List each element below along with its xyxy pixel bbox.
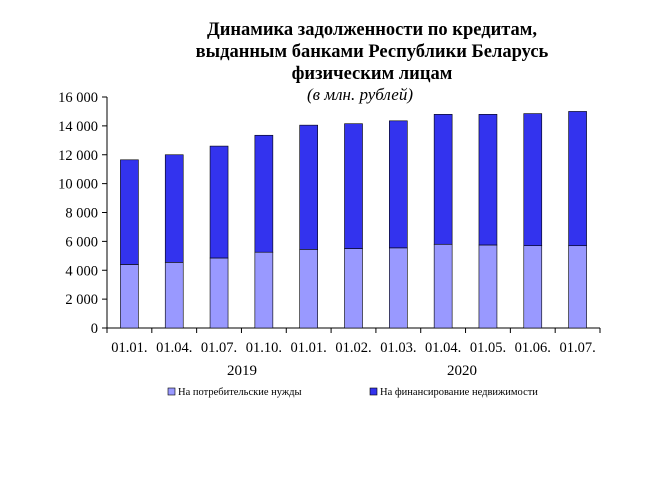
bar-consumer bbox=[389, 247, 408, 329]
legend-label-consumer: На потребительские нужды bbox=[178, 387, 302, 398]
bar-consumer bbox=[254, 251, 274, 329]
bar-realestate bbox=[164, 154, 184, 263]
x-tick-label: 01.01. bbox=[111, 340, 147, 356]
y-tick-label: 10 000 bbox=[58, 177, 98, 193]
chart-title-line-3: физическим лицам bbox=[292, 64, 453, 84]
bar-realestate bbox=[433, 114, 453, 245]
x-tick-label: 01.02. bbox=[335, 340, 371, 356]
year-label-2019: 2019 bbox=[227, 363, 257, 379]
bar-realestate bbox=[523, 113, 543, 247]
bar-realestate bbox=[389, 120, 408, 249]
bar-realestate bbox=[344, 123, 363, 249]
bar-consumer bbox=[523, 245, 543, 329]
y-tick-label: 4 000 bbox=[65, 263, 98, 279]
bar-consumer bbox=[209, 257, 229, 329]
bar-consumer bbox=[164, 262, 184, 329]
chart-title-line-2: выданным банками Республики Беларусь bbox=[196, 42, 549, 62]
legend: На потребительские нужды На финансирован… bbox=[167, 387, 538, 398]
bar-realestate bbox=[254, 134, 274, 253]
bar-realestate bbox=[120, 159, 139, 265]
chart-title-line-1: Динамика задолженности по кредитам, bbox=[207, 20, 537, 40]
x-tick-label: 01.04. bbox=[425, 340, 461, 356]
x-tick-label: 01.06. bbox=[515, 340, 551, 356]
bar-realestate bbox=[209, 145, 229, 259]
bar-realestate bbox=[478, 114, 498, 246]
chart-subtitle: (в млн. рублей) bbox=[307, 85, 413, 104]
y-tick-label: 14 000 bbox=[58, 119, 98, 135]
x-tick-label: 01.07. bbox=[559, 340, 595, 356]
x-tick-label: 01.05. bbox=[470, 340, 506, 356]
y-tick-label: 6 000 bbox=[65, 234, 98, 250]
y-tick-label: 8 000 bbox=[65, 206, 98, 222]
y-tick-label: 12 000 bbox=[58, 148, 98, 164]
x-tick-label: 01.03. bbox=[380, 340, 416, 356]
bar-consumer bbox=[433, 243, 453, 329]
plot-area: 0 2 000 4 000 6 000 8 000 10 000 12 000 14 000 1… bbox=[58, 90, 601, 356]
bar-consumer bbox=[344, 248, 363, 329]
legend-label-realestate: На финансирование недвижимости bbox=[380, 387, 538, 398]
y-tick-label: 0 bbox=[91, 321, 98, 337]
legend-swatch-consumer bbox=[167, 387, 176, 396]
bar-consumer bbox=[299, 249, 318, 329]
y-tick-label: 16 000 bbox=[58, 90, 98, 106]
x-tick-label: 01.10. bbox=[246, 340, 282, 356]
x-tick-label: 01.04. bbox=[156, 340, 192, 356]
bar-consumer bbox=[120, 264, 139, 329]
y-tick-label: 2 000 bbox=[65, 292, 98, 308]
bar-realestate bbox=[568, 111, 587, 247]
bar-realestate bbox=[299, 124, 318, 250]
legend-swatch-realestate bbox=[369, 387, 378, 396]
bar-consumer bbox=[478, 244, 498, 329]
x-tick-label: 01.01. bbox=[291, 340, 327, 356]
bar-consumer bbox=[568, 245, 587, 329]
year-label-2020: 2020 bbox=[447, 363, 477, 379]
x-tick-label: 01.07. bbox=[201, 340, 237, 356]
